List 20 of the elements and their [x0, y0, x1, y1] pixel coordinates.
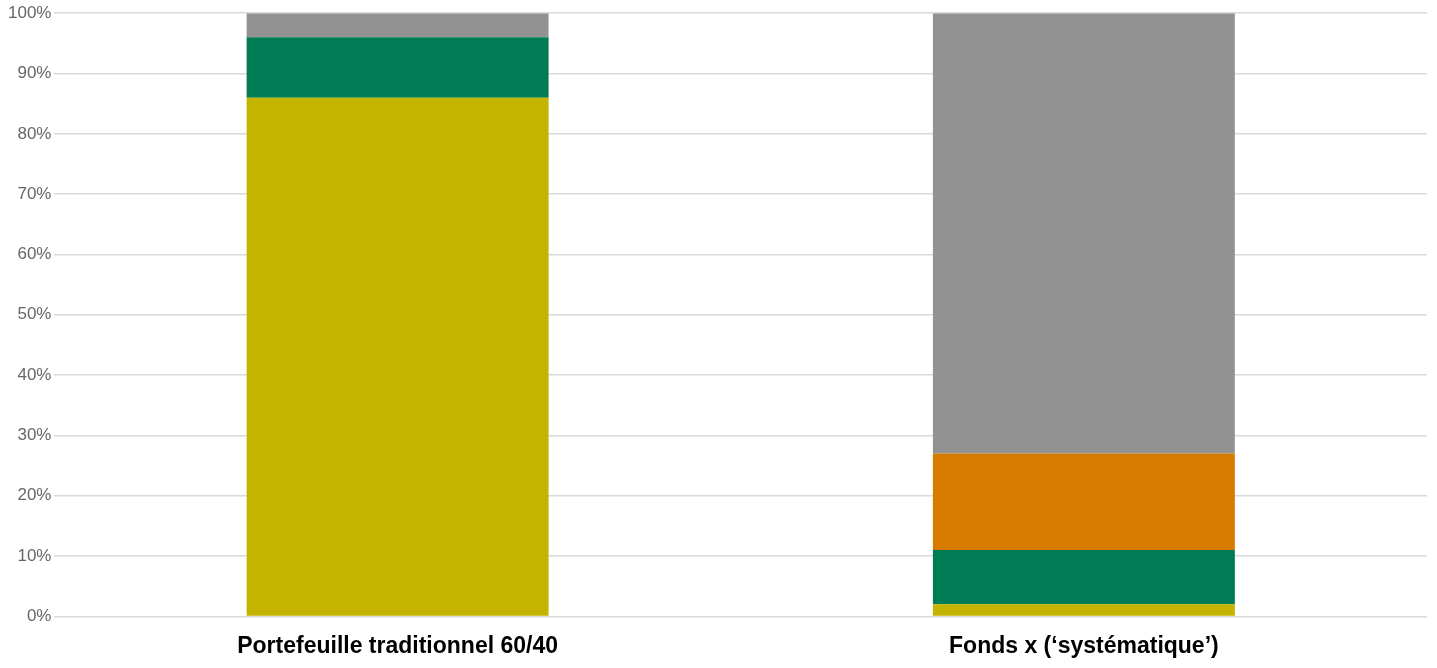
bar	[932, 550, 1235, 605]
y-tick-label: 40%	[17, 364, 52, 384]
y-tick-label: 50%	[17, 304, 52, 324]
x-tick-label: Portefeuille traditionnel 60/40	[237, 631, 559, 658]
y-tick-label: 90%	[17, 63, 52, 83]
y-tick-label: 0%	[26, 606, 52, 626]
y-tick-label: 10%	[17, 545, 52, 565]
y-tick-label: 100%	[8, 2, 52, 22]
bar	[246, 37, 549, 98]
y-tick-label: 30%	[17, 425, 52, 445]
y-tick-label: 70%	[17, 183, 52, 203]
bar	[246, 13, 549, 38]
bar	[932, 604, 1235, 616]
bar	[932, 453, 1235, 551]
bar	[932, 13, 1235, 454]
bar	[246, 97, 549, 616]
y-tick-label: 80%	[17, 123, 52, 143]
x-tick-label: Fonds x (‘systématique’)	[949, 631, 1219, 658]
y-tick-label: 20%	[17, 485, 52, 505]
y-tick-label: 60%	[17, 244, 52, 264]
